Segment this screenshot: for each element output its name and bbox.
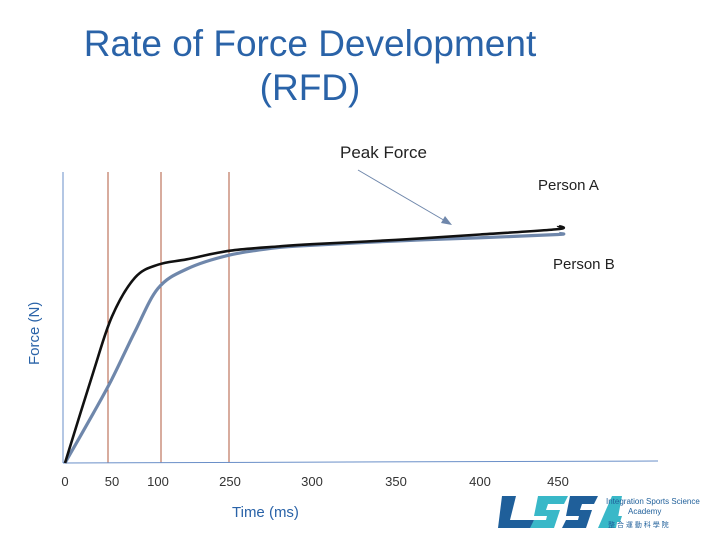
peak-force-arrow xyxy=(357,169,448,223)
x-axis-label: Time (ms) xyxy=(232,504,299,521)
chart-title: Rate of Force Development (RFD) xyxy=(0,22,620,110)
title-line-1: Rate of Force Development xyxy=(83,23,537,64)
peak-force-arrowhead xyxy=(441,216,452,225)
x-tick-label-350: 350 xyxy=(385,474,407,489)
x-tick-label-400: 400 xyxy=(469,474,491,489)
peak-force-annotation: Peak Force xyxy=(340,143,427,162)
logo-chinese-text: 整 合 運 動 科 學 院 xyxy=(608,520,669,529)
x-tick-label-450: 450 xyxy=(547,474,569,489)
x-tick-label-100: 100 xyxy=(147,474,169,489)
series-label-person-b: Person B xyxy=(553,256,615,273)
series-line-person-b xyxy=(63,231,566,464)
logo-isa: Integration Sports Science Academy 整 合 運… xyxy=(498,496,700,529)
x-tick-label-50: 50 xyxy=(105,474,119,489)
series-line-person-a xyxy=(63,224,566,464)
logo-text-line: Integration Sports Science xyxy=(606,497,700,506)
x-tick-label-250: 250 xyxy=(219,474,241,489)
series-label-person-a: Person A xyxy=(538,177,599,194)
x-axis xyxy=(62,460,659,464)
title-line-2: (RFD) xyxy=(259,67,361,108)
x-tick-label-300: 300 xyxy=(301,474,323,489)
x-tick-label-0: 0 xyxy=(61,474,68,489)
logo-text-academy: Academy xyxy=(628,507,661,516)
